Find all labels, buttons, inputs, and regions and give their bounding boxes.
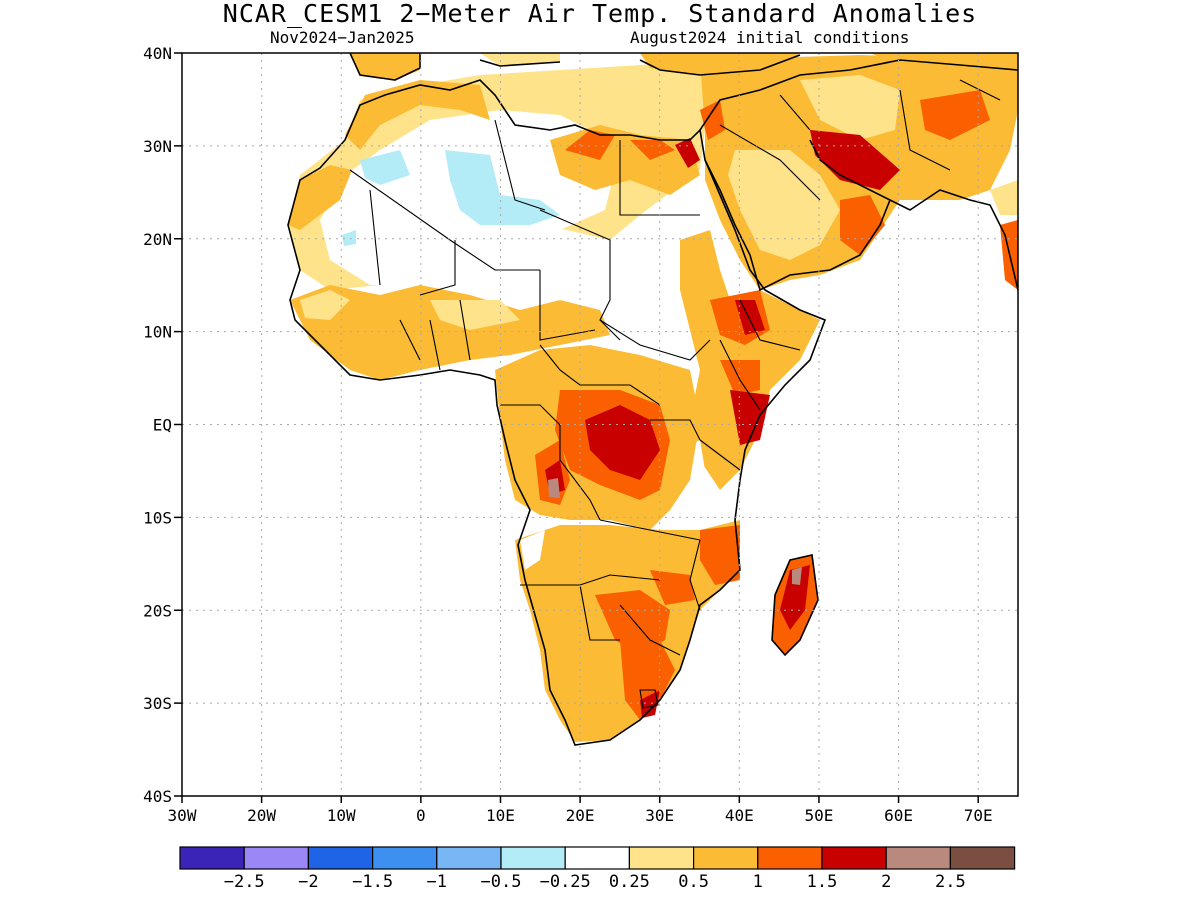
lat-tick-label: 40N bbox=[143, 44, 172, 63]
latitude-axis: 40N 30N 20N 10N EQ 10S 20S 30S 40S bbox=[143, 44, 182, 806]
colorbar-swatch bbox=[436, 846, 502, 870]
lon-tick-label: 30W bbox=[168, 806, 197, 825]
lat-tick-label: 20S bbox=[143, 601, 172, 620]
colorbar-label: −1.5 bbox=[352, 872, 393, 892]
colorbar-swatch bbox=[372, 846, 438, 870]
colorbar: −2.5 −2 −1.5 −1 −0.5 −0.25 0.25 0.5 1 1.5 2 2.5 bbox=[179, 846, 1016, 892]
colorbar-swatch bbox=[564, 846, 631, 870]
lat-tick-label: 10N bbox=[143, 323, 172, 342]
coastlines bbox=[287, 53, 1018, 746]
lon-tick-label: 20W bbox=[247, 806, 276, 825]
forecast-period: Nov2024−Jan2025 bbox=[270, 28, 415, 47]
anomaly-field bbox=[288, 53, 1018, 742]
colorbar-swatch bbox=[307, 846, 374, 870]
colorbar-swatch bbox=[885, 846, 952, 870]
lon-tick-label: 70E bbox=[964, 806, 993, 825]
lat-tick-label: 30S bbox=[143, 694, 172, 713]
colorbar-label: 0.25 bbox=[609, 872, 650, 892]
lon-tick-label: 50E bbox=[804, 806, 833, 825]
lon-tick-label: 10E bbox=[486, 806, 515, 825]
lon-tick-label: 40E bbox=[725, 806, 754, 825]
colorbar-swatch bbox=[179, 846, 245, 870]
colorbar-label: 1.5 bbox=[807, 872, 838, 892]
colorbar-label: −0.25 bbox=[540, 872, 591, 892]
colorbar-label: −1 bbox=[427, 872, 447, 892]
lat-tick-label: 30N bbox=[143, 137, 172, 156]
lon-tick-label: 0 bbox=[416, 806, 426, 825]
lon-tick-label: 30E bbox=[645, 806, 674, 825]
country-borders bbox=[349, 79, 1001, 709]
colorbar-swatch bbox=[243, 846, 309, 870]
colorbar-label: 0.5 bbox=[678, 872, 709, 892]
colorbar-label: −2.5 bbox=[224, 872, 265, 892]
colorbar-swatch bbox=[500, 846, 566, 870]
colorbar-swatch bbox=[757, 846, 823, 870]
colorbar-swatch bbox=[692, 846, 759, 870]
lat-tick-label: 40S bbox=[143, 787, 172, 806]
colorbar-label: 1 bbox=[753, 872, 763, 892]
initial-conditions: August2024 initial conditions bbox=[630, 28, 910, 47]
lat-tick-label: EQ bbox=[153, 416, 172, 435]
graticule bbox=[182, 53, 1018, 796]
map-title: NCAR_CESM1 2−Meter Air Temp. Standard An… bbox=[222, 0, 978, 28]
lat-tick-label: 20N bbox=[143, 230, 172, 249]
colorbar-label: 2.5 bbox=[935, 872, 966, 892]
colorbar-swatch bbox=[949, 846, 1016, 870]
lon-tick-label: 60E bbox=[884, 806, 913, 825]
lon-tick-label: 20E bbox=[566, 806, 595, 825]
colorbar-label: 2 bbox=[881, 872, 891, 892]
lon-tick-label: 10W bbox=[327, 806, 356, 825]
colorbar-swatch bbox=[821, 846, 887, 870]
lat-tick-label: 10S bbox=[143, 508, 172, 527]
longitude-axis: 30W 20W 10W 0 10E 20E 30E 40E 50E 60E 70E bbox=[168, 796, 993, 825]
colorbar-swatch bbox=[628, 846, 695, 870]
colorbar-label: −0.5 bbox=[481, 872, 522, 892]
colorbar-label: −2 bbox=[298, 872, 318, 892]
